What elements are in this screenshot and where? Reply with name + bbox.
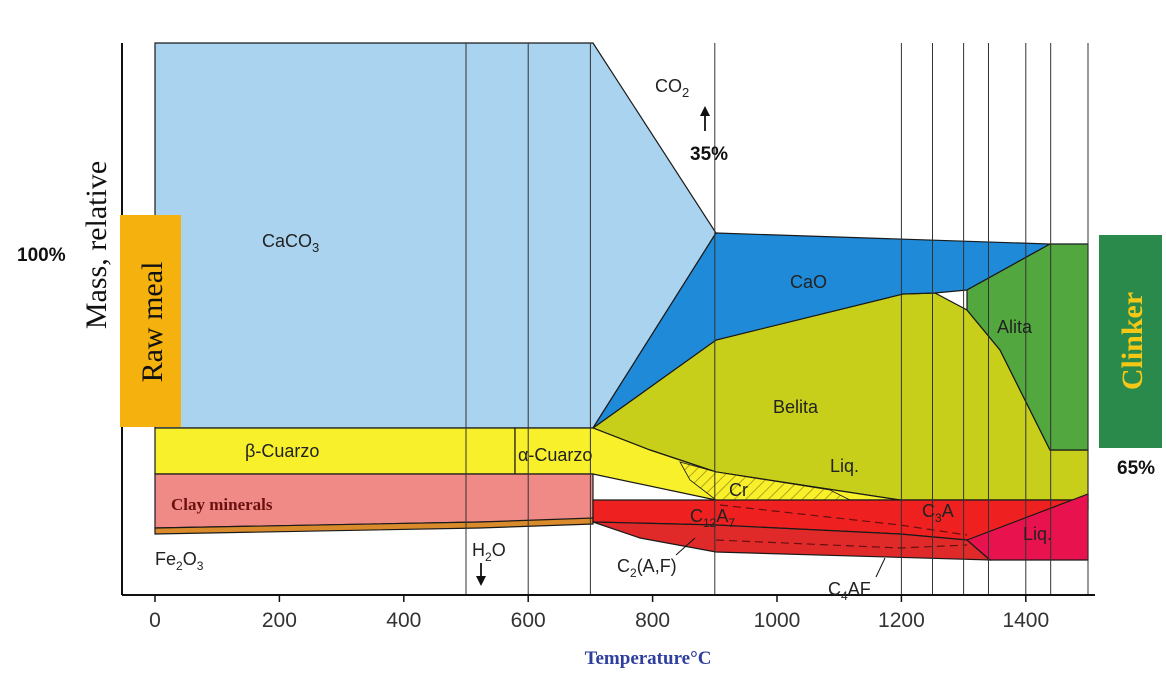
raw-meal-label: Raw meal	[136, 262, 169, 383]
c4af-leader-line	[875, 557, 886, 578]
label-clay-minerals: Clay minerals	[171, 495, 273, 514]
co2-arrow-head	[700, 106, 710, 116]
label-beta-quartz: β-Cuarzo	[245, 441, 319, 461]
label-caco3: CaCO3	[262, 231, 319, 255]
x-tick-label-1400: 1400	[1002, 609, 1049, 632]
clinker-label: Clinker	[1116, 292, 1149, 390]
percent-35-label: 35%	[690, 144, 728, 165]
label-liq-upper: Liq.	[830, 456, 859, 476]
label-co2: CO2	[655, 76, 689, 100]
label-h2o: H2O	[472, 540, 506, 564]
x-tick-label-800: 800	[635, 609, 670, 632]
label-alita: Alita	[997, 317, 1033, 337]
percent-100-label: 100%	[17, 245, 66, 266]
label-cao: CaO	[790, 272, 827, 292]
label-fe2o3: Fe2O3	[155, 549, 204, 573]
x-tick-label-200: 200	[262, 609, 297, 632]
label-liq-lower: Liq.	[1023, 524, 1052, 544]
x-tick-label-1000: 1000	[754, 609, 801, 632]
region-fe2o3	[154, 517, 594, 535]
phase-labels: CaCO3 CO2 CaO Alita Belita β-Cuarzo α-Cu…	[155, 76, 1052, 603]
x-tick-label-600: 600	[511, 609, 546, 632]
h2o-arrow-head	[476, 576, 486, 586]
dashed-line-c2af	[715, 539, 968, 549]
c2af-leader-line	[675, 537, 696, 556]
x-tick-label-0: 0	[149, 609, 161, 632]
label-cr: Cr	[729, 480, 748, 500]
percent-65-label: 65%	[1117, 458, 1155, 479]
x-tick-label-1200: 1200	[878, 609, 925, 632]
label-c4af: C4AF	[828, 579, 871, 603]
y-axis-label: Mass, relative	[80, 161, 113, 329]
x-axis-ticks: 0 200 400 600 800 1000 1200 1400	[149, 595, 1049, 632]
phase-regions	[154, 42, 1089, 561]
label-alpha-quartz: α-Cuarzo	[518, 445, 592, 465]
region-beta-quartz	[154, 427, 516, 475]
label-c2af: C2(A,F)	[617, 556, 677, 580]
raw-meal-box: Raw meal	[120, 215, 181, 427]
x-tick-label-400: 400	[386, 609, 421, 632]
clinker-box: Clinker	[1099, 235, 1162, 448]
x-axis-label: Temperature°C	[585, 648, 712, 669]
dashed-line-c12a7	[719, 504, 968, 536]
label-c3a: C3A	[922, 501, 954, 525]
label-belita: Belita	[773, 397, 819, 417]
temperature-guide-lines	[465, 43, 1089, 595]
label-c12a7: C12A7	[690, 506, 735, 530]
